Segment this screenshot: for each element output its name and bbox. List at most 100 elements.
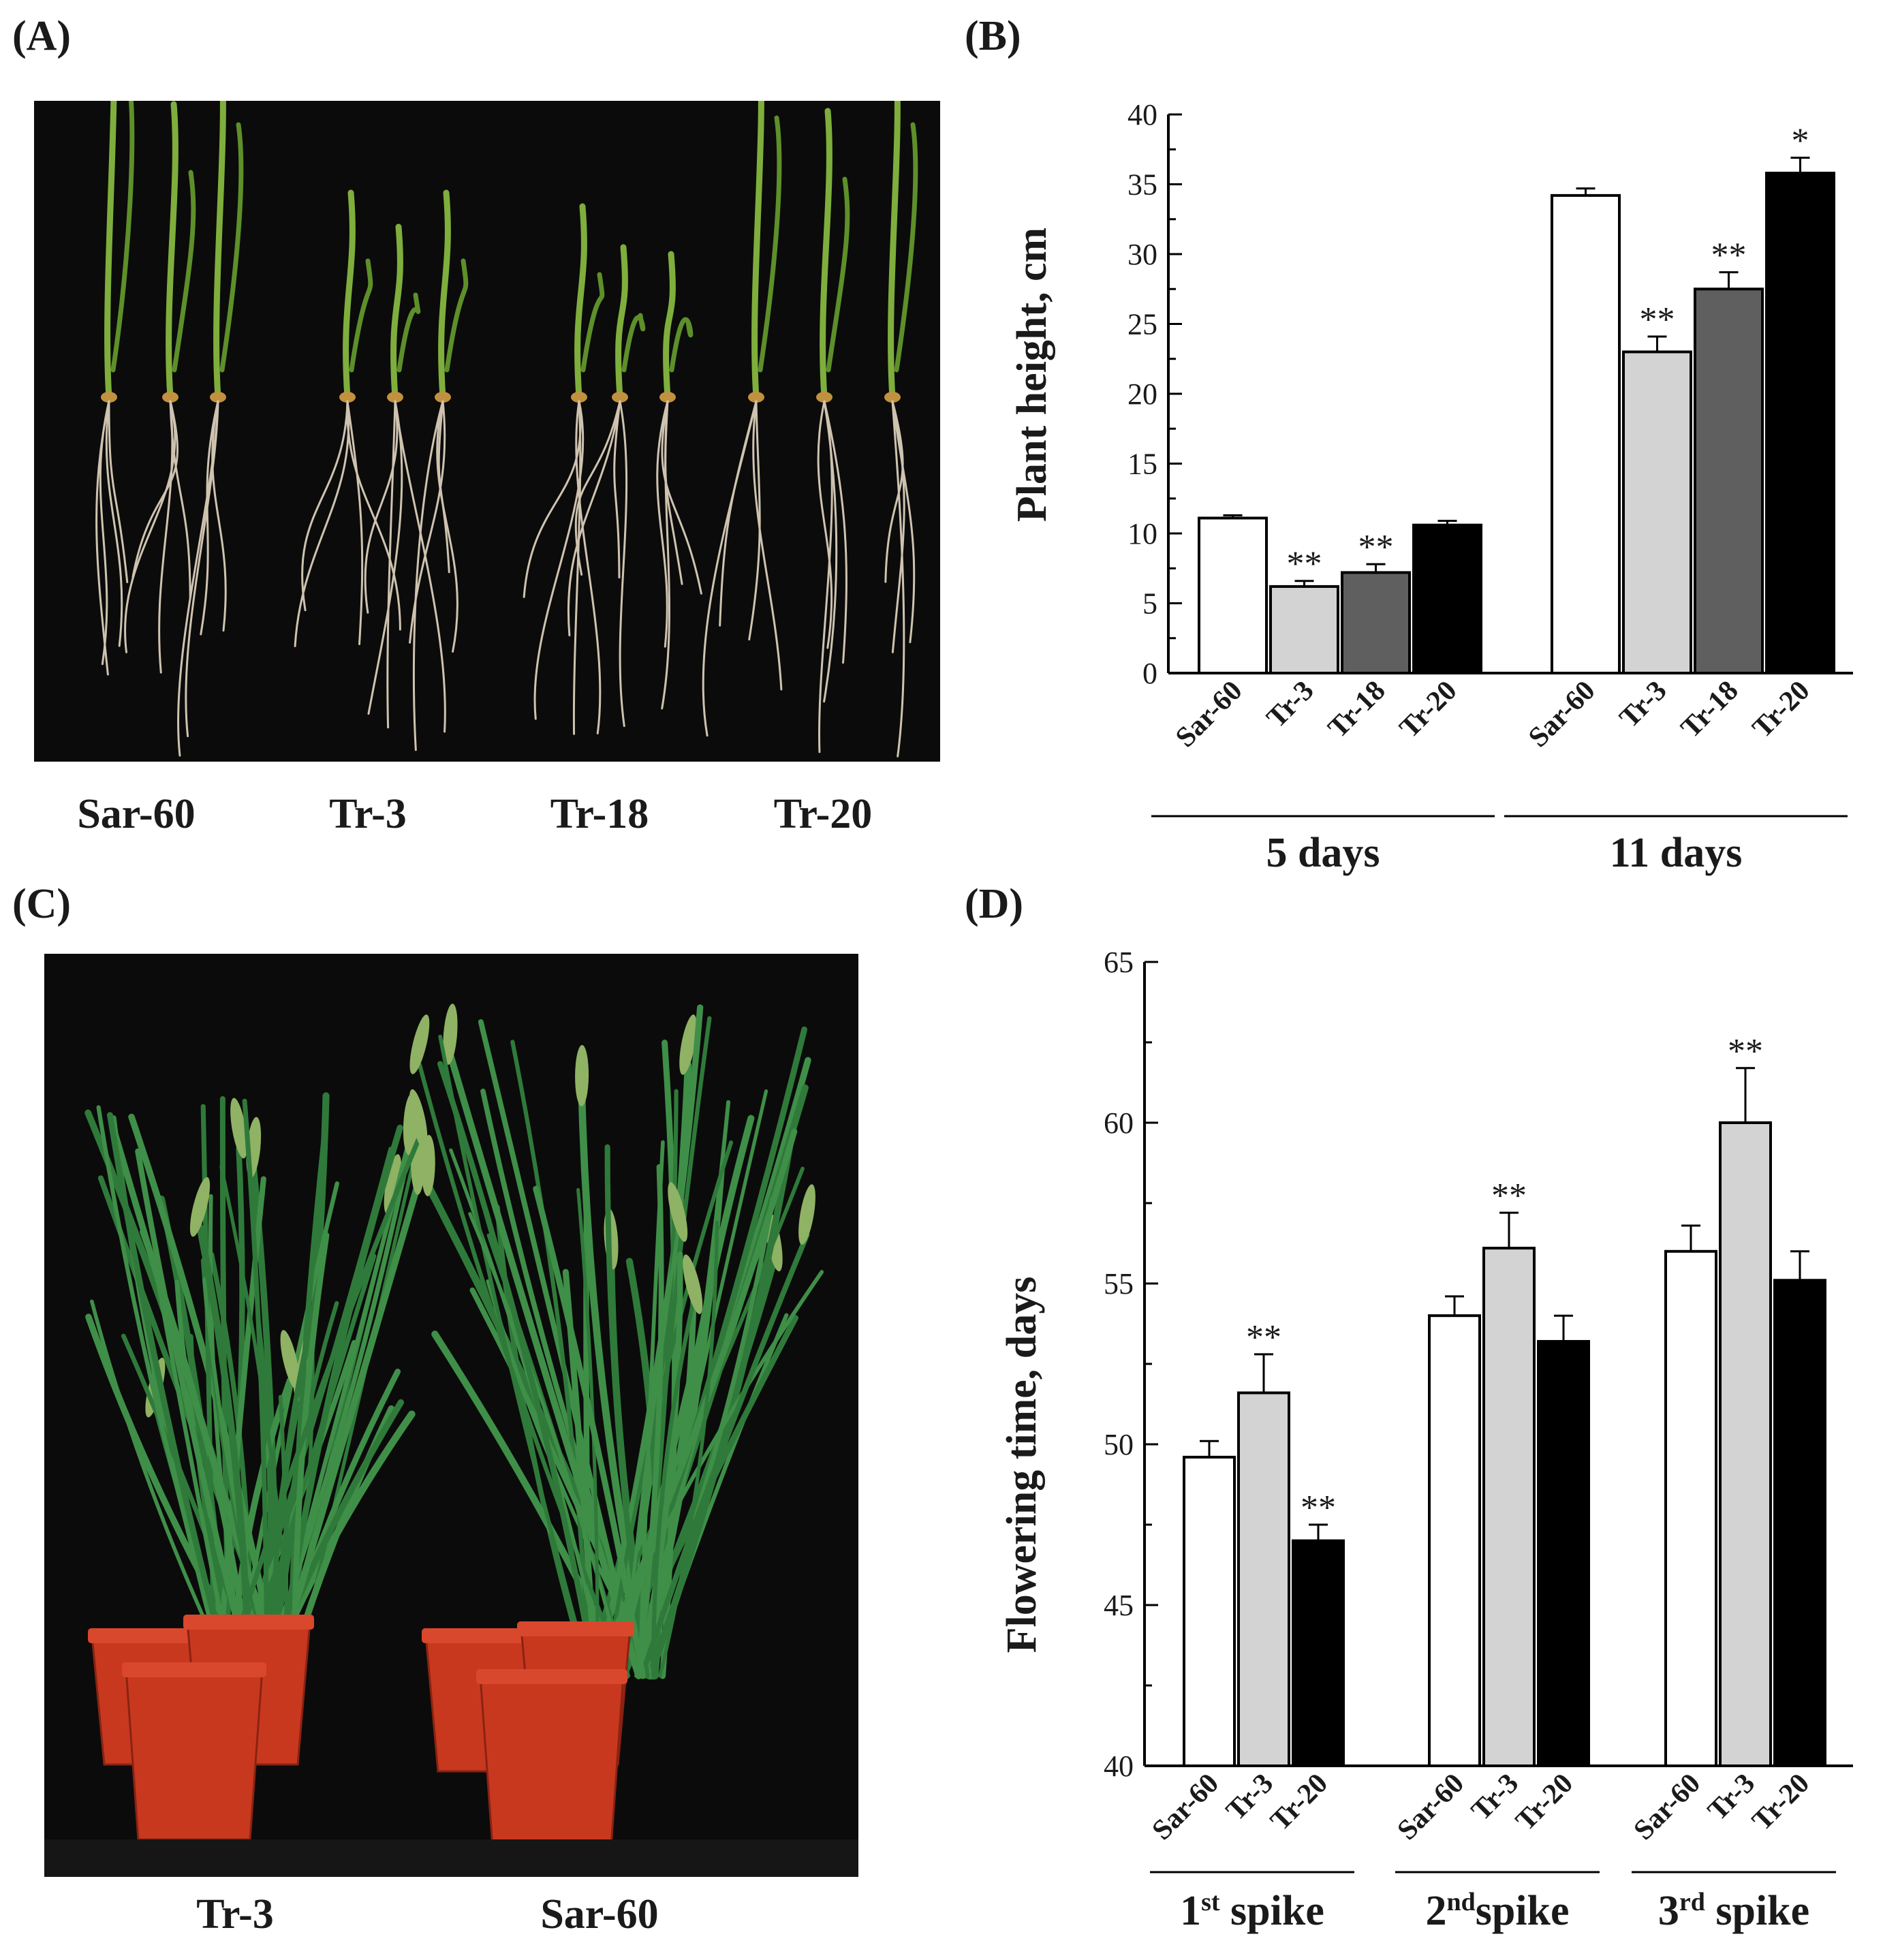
x-tick-label: Tr-20 xyxy=(1394,675,1463,745)
root xyxy=(702,400,758,737)
root xyxy=(367,400,403,715)
seed xyxy=(101,392,117,403)
wheat-spike xyxy=(189,1177,211,1237)
caption-tr-3: Tr-3 xyxy=(329,791,407,837)
root xyxy=(436,400,458,653)
leaf xyxy=(659,1040,679,1679)
pot-rim xyxy=(422,1628,546,1643)
y-tick-label: 40 xyxy=(1104,1749,1134,1783)
group-label: 5 days xyxy=(1266,830,1380,876)
panel-b-label: (B) xyxy=(965,13,1021,59)
bar xyxy=(1341,571,1411,675)
caption-tr-18: Tr-18 xyxy=(550,791,649,837)
y-tick-label: 5 xyxy=(1142,587,1157,621)
x-tick-label: Sar-60 xyxy=(1628,1768,1707,1847)
wheat-spike xyxy=(575,1044,589,1106)
root xyxy=(108,400,129,583)
leaf xyxy=(669,317,694,373)
root xyxy=(661,400,670,710)
bar xyxy=(1765,172,1835,675)
bar xyxy=(1664,1249,1717,1767)
leaf xyxy=(888,101,901,401)
root xyxy=(301,400,349,612)
root xyxy=(386,400,396,729)
leaf xyxy=(468,1212,626,1678)
root xyxy=(294,400,350,647)
root xyxy=(891,400,905,758)
bar xyxy=(1622,350,1692,674)
seed xyxy=(210,392,226,403)
significance-marker: ** xyxy=(1711,236,1747,275)
wheat-spike xyxy=(679,1014,697,1075)
root xyxy=(412,400,444,751)
root xyxy=(99,400,110,666)
y-axis-title: Plant height, cm xyxy=(1009,228,1055,522)
y-tick-label: 0 xyxy=(1142,657,1157,690)
potted-plants-illustration xyxy=(44,1004,858,1877)
x-tick-label: Tr-20 xyxy=(1746,1768,1816,1837)
leaf xyxy=(110,101,135,373)
seed xyxy=(748,392,764,403)
root xyxy=(211,400,227,632)
leaf xyxy=(574,203,587,401)
y-tick-label: 40 xyxy=(1127,98,1157,131)
leaf xyxy=(826,176,850,373)
leaf xyxy=(651,1303,695,1679)
x-tick-label: Tr-3 xyxy=(1614,675,1673,734)
leaf xyxy=(110,1127,288,1693)
leaf xyxy=(437,1061,598,1679)
leaf xyxy=(621,313,646,373)
caption-tr-20: Tr-20 xyxy=(773,791,873,837)
group-label: 1st spike xyxy=(1180,1888,1324,1934)
leaf xyxy=(166,101,178,401)
significance-marker: ** xyxy=(1640,300,1675,339)
leaf xyxy=(580,272,605,373)
root xyxy=(346,400,364,645)
leaf xyxy=(172,170,196,373)
root xyxy=(719,400,758,627)
flowering-time-chart: Flowering time, days 40 45 50 55 60 65 Sar-60 *… xyxy=(999,946,1853,1934)
bar xyxy=(1237,1391,1290,1767)
bar xyxy=(1719,1121,1772,1767)
bar xyxy=(1183,1455,1236,1767)
wheat-spike xyxy=(798,1184,815,1245)
root xyxy=(346,400,401,631)
panel-a-label: (A) xyxy=(12,13,72,59)
y-axis-title: Flowering time, days xyxy=(999,1277,1045,1653)
significance-marker: ** xyxy=(1728,1032,1763,1071)
potted-plants-photo xyxy=(44,954,858,1877)
root xyxy=(394,400,446,733)
wheat-spike xyxy=(421,1134,435,1196)
y-tick-label: 55 xyxy=(1104,1267,1134,1301)
y-tick-label: 30 xyxy=(1127,238,1157,271)
pot-rim xyxy=(183,1615,314,1630)
caption-c-tr-3: Tr-3 xyxy=(196,1891,274,1938)
wheat-spike xyxy=(230,1098,247,1159)
group-label: 3rd spike xyxy=(1658,1888,1809,1934)
bar xyxy=(1773,1279,1826,1767)
wheat-spike xyxy=(409,1014,430,1074)
seed xyxy=(162,392,178,403)
y-tick-label: 50 xyxy=(1104,1428,1134,1461)
leaf xyxy=(663,251,676,401)
y-tick-label: 25 xyxy=(1127,308,1157,341)
root xyxy=(567,400,621,637)
wheat-spike xyxy=(668,1182,688,1242)
leaf xyxy=(218,1137,421,1692)
bar xyxy=(1551,193,1621,674)
pot-rim xyxy=(122,1662,266,1677)
y-tick-label: 10 xyxy=(1127,517,1157,550)
root xyxy=(364,400,399,614)
leaf xyxy=(615,244,628,401)
bar xyxy=(1537,1339,1590,1767)
seed xyxy=(387,392,403,403)
wheat-spike xyxy=(443,1004,458,1065)
significance-marker: ** xyxy=(1246,1318,1281,1357)
bar xyxy=(1269,585,1339,675)
leaf xyxy=(343,189,356,401)
root xyxy=(656,400,669,648)
significance-marker: * xyxy=(1792,122,1809,161)
panel-d-label: (D) xyxy=(965,881,1024,927)
leaf xyxy=(438,189,451,401)
leaf xyxy=(219,122,244,373)
